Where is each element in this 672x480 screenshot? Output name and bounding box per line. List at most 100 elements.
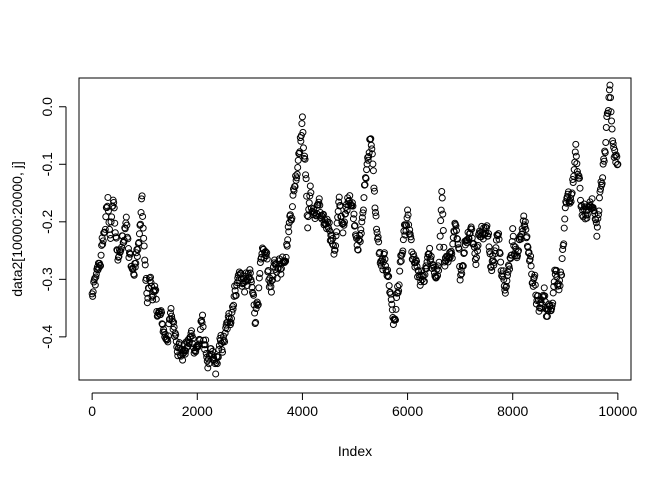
data-point — [141, 256, 149, 264]
data-point — [304, 224, 312, 232]
data-point — [576, 184, 584, 192]
data-point — [435, 267, 443, 275]
data-point — [299, 144, 307, 152]
data-point — [406, 226, 414, 234]
data-point — [306, 182, 314, 190]
data-point — [333, 228, 341, 236]
data-point — [267, 288, 275, 296]
data-point — [472, 254, 480, 262]
data-point — [218, 346, 226, 354]
data-point — [230, 301, 238, 309]
data-point — [245, 274, 253, 282]
data-point — [229, 305, 237, 313]
data-point — [606, 81, 614, 89]
data-point — [183, 344, 191, 352]
data-point — [232, 291, 240, 299]
data-point — [367, 141, 375, 149]
data-point — [531, 281, 539, 289]
data-point — [348, 199, 356, 207]
data-point — [378, 255, 386, 263]
data-point — [130, 271, 138, 279]
data-point — [381, 255, 389, 263]
data-points — [88, 81, 622, 378]
data-point — [373, 229, 381, 237]
data-point — [399, 236, 407, 244]
data-point — [114, 256, 122, 264]
data-point — [474, 241, 482, 249]
data-point — [331, 246, 339, 254]
data-point — [145, 274, 153, 282]
data-point — [147, 278, 155, 286]
data-point — [139, 212, 147, 220]
data-point — [104, 193, 112, 201]
data-point — [457, 266, 465, 274]
data-point — [256, 259, 264, 266]
data-point — [588, 195, 596, 203]
data-point — [371, 204, 379, 212]
data-point — [315, 198, 323, 206]
data-point — [294, 164, 302, 172]
data-point — [355, 236, 363, 244]
data-point — [110, 199, 118, 207]
data-point — [439, 227, 447, 234]
data-point — [358, 218, 366, 226]
data-point — [609, 137, 617, 145]
data-point — [608, 117, 616, 125]
data-point — [123, 221, 131, 229]
data-point — [214, 353, 222, 361]
data-point — [367, 135, 375, 143]
data-point — [602, 124, 610, 132]
data-point — [243, 282, 251, 289]
data-point — [286, 211, 294, 219]
data-point — [335, 193, 343, 201]
data-point — [152, 286, 160, 294]
data-point — [204, 364, 212, 372]
data-point — [294, 156, 302, 164]
data-point — [613, 153, 621, 161]
data-point — [237, 269, 245, 277]
data-point — [510, 242, 518, 250]
data-point — [211, 360, 219, 368]
data-point — [496, 250, 504, 258]
data-point — [92, 273, 100, 281]
data-point — [304, 213, 312, 221]
data-point — [454, 240, 462, 248]
data-point — [605, 86, 613, 94]
data-point — [552, 266, 560, 274]
x-tick-label: 0 — [88, 403, 96, 419]
data-point — [201, 341, 209, 349]
data-point — [343, 206, 351, 214]
data-point — [346, 192, 354, 200]
data-point — [168, 312, 176, 320]
data-point — [531, 271, 539, 279]
data-point — [490, 261, 498, 269]
data-point — [483, 222, 491, 230]
data-point — [316, 201, 324, 209]
data-point — [523, 233, 531, 241]
data-point — [262, 252, 270, 260]
data-point — [269, 272, 277, 280]
data-point — [143, 299, 151, 307]
data-point — [293, 170, 301, 178]
data-point — [268, 276, 276, 284]
data-point — [99, 240, 107, 248]
data-point — [609, 140, 617, 148]
data-point — [438, 188, 446, 196]
data-point — [521, 218, 529, 226]
data-point — [357, 226, 365, 234]
data-point — [572, 152, 580, 160]
data-point — [594, 211, 602, 219]
data-point — [99, 237, 107, 245]
data-point — [395, 281, 403, 289]
data-point — [147, 273, 154, 281]
data-point — [497, 267, 505, 275]
data-point — [226, 318, 234, 326]
data-point — [111, 219, 119, 227]
data-point — [133, 253, 141, 260]
data-point — [199, 323, 207, 331]
data-point — [306, 192, 314, 200]
data-point — [579, 206, 587, 214]
data-point — [571, 148, 579, 156]
data-point — [198, 319, 206, 327]
data-point — [455, 245, 463, 253]
